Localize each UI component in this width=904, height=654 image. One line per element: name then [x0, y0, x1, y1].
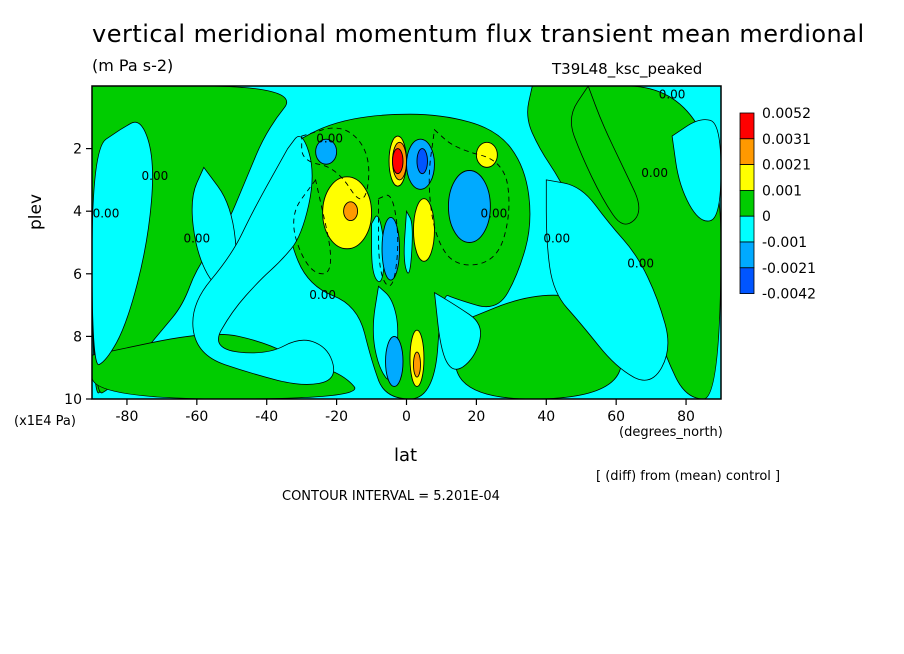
contour-label: 0.00 [316, 131, 343, 145]
positive-regions [92, 86, 721, 399]
chart-title: vertical meridional momentum flux transi… [92, 20, 865, 48]
y-tick-label: 4 [73, 204, 82, 220]
plot-area [92, 86, 721, 399]
contour-label: 0.00 [93, 206, 120, 220]
run-label: T39L48_ksc_peaked [552, 60, 703, 78]
x-tick-label: 40 [537, 409, 555, 425]
y-tick-label: 8 [73, 329, 82, 345]
y-tick-label: 2 [73, 142, 82, 158]
region-blue-11 [416, 148, 428, 175]
contour-label: 0.00 [641, 166, 668, 180]
y-axis: 2 4 6 8 10 [64, 142, 92, 408]
region-yellow-2 [413, 198, 435, 262]
contour-labels: 0.00 0.00 0.00 0.00 0.00 0.00 0.00 0.00 0.00 0.00 [93, 88, 686, 302]
colorbar-swatch [739, 189, 755, 217]
dashed-contour-1 [301, 127, 370, 200]
contour-label: 0.00 [183, 232, 210, 246]
contour-label: 0.00 [659, 88, 686, 102]
colorbar-swatch [739, 112, 755, 140]
region-orange-1 [343, 201, 359, 222]
green-band-6 [571, 86, 640, 225]
x-axis-label: lat [394, 445, 418, 466]
x-tick-label: -80 [116, 409, 139, 425]
contour-interval: CONTOUR INTERVAL = 5.201E-04 [282, 489, 500, 504]
region-lightblue-14 [385, 335, 404, 387]
colorbar-swatch [739, 215, 755, 243]
colorbar-label: 0.0031 [762, 132, 811, 148]
colorbar: 0.0052 0.0031 0.0021 0.001 0 -0.001 -0.0021 -0.… [739, 106, 816, 303]
x-tick-label: -20 [325, 409, 348, 425]
contour-label: 0.00 [543, 232, 570, 246]
diff-note: [ (diff) from (mean) control ] [596, 469, 781, 484]
x-tick-label: 0 [402, 409, 411, 425]
colorbar-swatch [739, 138, 755, 166]
colorbar-label: 0 [762, 209, 771, 225]
cyan-patch-8 [403, 209, 413, 274]
colorbar-swatch [739, 164, 755, 191]
cyan-patch-0 [92, 121, 153, 366]
colorbar-label: -0.0021 [762, 261, 816, 277]
x-units-label: (degrees_north) [619, 425, 723, 440]
colorbar-label: -0.0042 [762, 287, 816, 303]
region-lightblue-12 [315, 138, 338, 165]
region-yellow-6 [475, 141, 498, 168]
contour-label: 0.00 [481, 206, 508, 220]
x-tick-label: 60 [607, 409, 625, 425]
colorbar-swatch [739, 241, 755, 269]
colorbar-label: 0.0021 [762, 158, 811, 174]
colorbar-swatch [739, 267, 755, 294]
x-tick-label: -60 [185, 409, 208, 425]
x-axis: -80 -60 -40 -20 0 20 40 60 80 [116, 399, 695, 425]
cyan-patch-2 [192, 136, 335, 385]
region-red-5 [392, 148, 404, 175]
negative-contours [293, 127, 510, 287]
region-lightblue-13 [381, 217, 400, 281]
x-tick-label: 80 [677, 409, 695, 425]
region-lightblue-9 [447, 170, 491, 243]
colorbar-label: 0.001 [762, 183, 802, 199]
chart-units: (m Pa s-2) [92, 56, 174, 75]
x-tick-label: -40 [255, 409, 278, 425]
contour-label: 0.00 [309, 288, 336, 302]
dashed-contour-0 [428, 128, 510, 266]
contour-label: 0.00 [142, 169, 169, 183]
region-orange-8 [413, 351, 421, 378]
contour-label: 0.00 [627, 257, 654, 271]
cyan-patch-3 [545, 179, 669, 381]
y-scale-note: (x1E4 Pa) [14, 414, 76, 429]
y-tick-label: 10 [64, 392, 82, 408]
cyan-patch-5 [434, 291, 481, 370]
value-regions [315, 135, 498, 387]
x-tick-label: 20 [467, 409, 485, 425]
dashed-contour-2 [293, 178, 331, 275]
y-tick-label: 6 [73, 267, 82, 283]
colorbar-label: 0.0052 [762, 106, 811, 122]
colorbar-label: -0.001 [762, 235, 807, 251]
